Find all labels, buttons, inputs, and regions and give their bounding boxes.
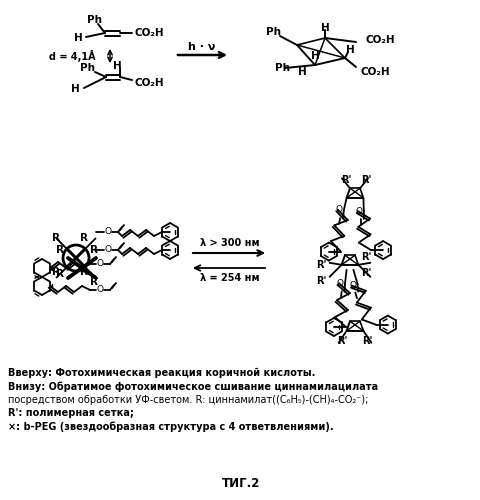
Text: CO₂H: CO₂H — [134, 28, 164, 38]
Text: Ph: Ph — [80, 63, 96, 73]
Text: CO₂H: CO₂H — [364, 35, 394, 45]
Text: λ = 254 нм: λ = 254 нм — [200, 273, 259, 283]
Text: H: H — [320, 23, 329, 33]
Text: H: H — [73, 33, 82, 43]
Text: H: H — [71, 84, 79, 94]
Text: O: O — [336, 279, 343, 288]
Circle shape — [68, 254, 96, 282]
Text: CO₂H: CO₂H — [360, 67, 389, 77]
Text: R: R — [56, 269, 64, 279]
Text: ×: b-PEG (звездообразная структура с 4 ответвлениями).: ×: b-PEG (звездообразная структура с 4 о… — [8, 422, 333, 432]
Text: O: O — [355, 206, 361, 216]
Text: ΤИГ.2: ΤИГ.2 — [221, 477, 260, 490]
Text: R': R' — [360, 268, 371, 278]
Text: R': полимерная сетка;: R': полимерная сетка; — [8, 408, 133, 418]
Text: O: O — [104, 246, 111, 254]
Text: R: R — [52, 267, 60, 277]
Text: O: O — [104, 228, 111, 236]
Text: R: R — [90, 277, 98, 287]
Text: O: O — [348, 281, 356, 290]
Text: R': R' — [316, 260, 326, 270]
Text: Ph: Ph — [266, 27, 281, 37]
Text: H: H — [310, 51, 319, 61]
Text: O: O — [96, 260, 103, 268]
Text: R: R — [56, 245, 64, 255]
Text: h · ν: h · ν — [188, 42, 215, 52]
Text: H: H — [112, 61, 121, 71]
Text: R': R' — [336, 336, 347, 346]
Text: H: H — [345, 45, 354, 55]
Text: R: R — [90, 245, 98, 255]
Text: R': R' — [360, 176, 371, 186]
Text: CO₂H: CO₂H — [134, 78, 164, 88]
Text: R: R — [52, 233, 60, 243]
Text: Ph: Ph — [275, 63, 290, 73]
Text: R: R — [80, 233, 88, 243]
Text: R: R — [80, 267, 88, 277]
Text: O: O — [335, 206, 342, 214]
Text: R': R' — [340, 176, 350, 186]
Text: R': R' — [360, 252, 371, 262]
Text: R': R' — [316, 276, 326, 286]
Text: Внизу: Обратимое фотохимическое сшивание циннамилацилата: Внизу: Обратимое фотохимическое сшивание… — [8, 382, 377, 392]
Text: H: H — [297, 67, 306, 77]
Text: O: O — [96, 286, 103, 294]
Text: Ph: Ph — [87, 15, 102, 25]
Text: λ > 300 нм: λ > 300 нм — [200, 238, 259, 248]
Text: R': R' — [361, 336, 372, 346]
Text: d = 4,1Å: d = 4,1Å — [48, 50, 95, 62]
Text: посредством обработки УФ-светом. R: циннамилат((C₆H₅)-(СH)₄-CO₂⁻);: посредством обработки УФ-светом. R: цинн… — [8, 395, 368, 405]
Text: Вверху: Фотохимическая реакция коричной кислоты.: Вверху: Фотохимическая реакция коричной … — [8, 368, 315, 378]
